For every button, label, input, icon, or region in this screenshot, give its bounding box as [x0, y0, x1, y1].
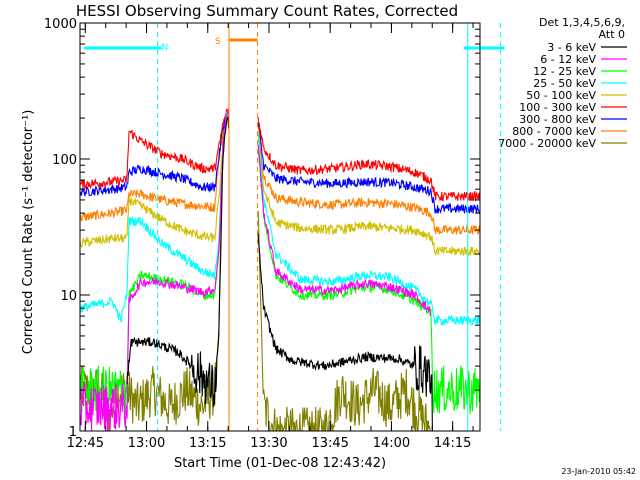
series-line-25-50-kev: [80, 111, 480, 327]
x-tick-label: 14:00: [373, 436, 410, 451]
chart-title: HESSI Observing Summary Count Rates, Cor…: [76, 2, 458, 20]
series-line-300-800-kev: [80, 109, 480, 215]
series-line-7000-20000-kev: [80, 110, 431, 431]
legend-label: 25 - 50 keV: [533, 77, 596, 90]
legend-label: 100 - 300 keV: [519, 101, 596, 114]
series-line-12-25-kev: [80, 115, 480, 415]
legend-label: 7000 - 20000 keV: [498, 137, 596, 150]
legend-label: 50 - 100 keV: [526, 89, 596, 102]
plot-area: [80, 107, 480, 431]
footer-date: 23-Jan-2010 05:42: [561, 467, 636, 476]
legend-label: 300 - 800 keV: [519, 113, 596, 126]
x-tick-label: 14:15: [434, 436, 471, 451]
series-line-6-12-kev: [80, 109, 431, 431]
legend-header-line-2: Att 0: [599, 28, 625, 41]
legend-label: 6 - 12 keV: [540, 53, 596, 66]
y-tick-label: 1: [69, 425, 77, 440]
series-line-100-300-kev: [80, 108, 480, 202]
x-tick-label: 12:45: [67, 436, 104, 451]
y-tick-label: 100: [52, 153, 77, 168]
axes: 1 10 100 1000 12:45 13:00 13:15 13:30 13:45 14:00…: [44, 17, 481, 451]
legend-header-line-1: Det 1,3,4,5,6,9,: [539, 16, 625, 29]
series-line-50-100-kev: [80, 107, 480, 258]
x-tick-label: 13:45: [311, 436, 348, 451]
y-tick-label: 10: [60, 289, 77, 304]
x-tick-label: 13:00: [128, 436, 165, 451]
series-line-3-6-kev: [126, 116, 433, 431]
y-tick-label: 1000: [44, 17, 77, 32]
plot-frame: [79, 22, 481, 432]
x-tick-label: 13:15: [189, 436, 226, 451]
y-axis-label: Corrected Count Rate (s⁻¹ detector⁻¹): [21, 110, 36, 355]
series-line-800-7000-kev: [80, 112, 480, 236]
flag-layer: NS: [84, 23, 505, 431]
x-axis-label: Start Time (01-Dec-08 12:43:42): [174, 456, 386, 471]
flag-n-label: N: [162, 43, 169, 53]
legend-label: 800 - 7000 keV: [512, 125, 596, 138]
legend-label: 3 - 6 keV: [547, 41, 596, 54]
x-tick-label: 13:30: [250, 436, 287, 451]
legend-label: 12 - 25 keV: [533, 65, 596, 78]
flag-s-label: S: [215, 37, 221, 47]
